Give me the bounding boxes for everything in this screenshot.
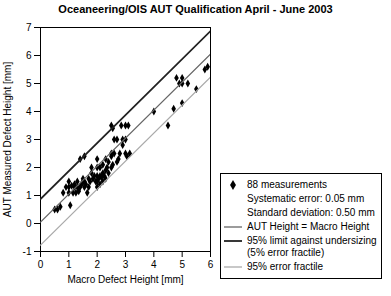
svg-text:2: 2 <box>94 259 100 270</box>
svg-text:4: 4 <box>26 106 32 117</box>
html-text:95% limit against undersizing: 95% limit against undersizing (5% error … <box>247 235 377 258</box>
svg-text:1: 1 <box>66 259 72 270</box>
svg-text:4: 4 <box>151 259 157 270</box>
svg-text:6: 6 <box>208 259 214 270</box>
svg-text:2: 2 <box>26 162 32 173</box>
html-text:Oceaneering/OIS AUT Qualificat: Oceaneering/OIS AUT Qualification April … <box>58 3 333 15</box>
svg-text:5: 5 <box>26 78 32 89</box>
html-text:Systematic error: 0.05 mm: Systematic error: 0.05 mm <box>247 193 365 204</box>
svg-text:0: 0 <box>26 218 32 229</box>
svg-text:-1: -1 <box>23 246 32 257</box>
html-text:95% error fractile: 95% error fractile <box>247 261 324 272</box>
svg-text:7: 7 <box>26 22 32 33</box>
svg-text:0: 0 <box>38 259 44 270</box>
html-text:AUT Height = Macro Height: AUT Height = Macro Height <box>247 221 370 232</box>
svg-text:3: 3 <box>123 259 129 270</box>
svg-text:6: 6 <box>26 50 32 61</box>
svg-text:3: 3 <box>26 134 32 145</box>
svg-text:1: 1 <box>26 190 32 201</box>
html-text:88 measurements: 88 measurements <box>247 179 327 190</box>
html-text:Standard deviation: 0.50 mm: Standard deviation: 0.50 mm <box>247 207 375 218</box>
svg-text:AUT Measured Defect Height [mm: AUT Measured Defect Height [mm] <box>2 62 13 218</box>
svg-text:Macro Defect Height [mm]: Macro Defect Height [mm] <box>67 274 183 285</box>
svg-text:5: 5 <box>179 259 185 270</box>
